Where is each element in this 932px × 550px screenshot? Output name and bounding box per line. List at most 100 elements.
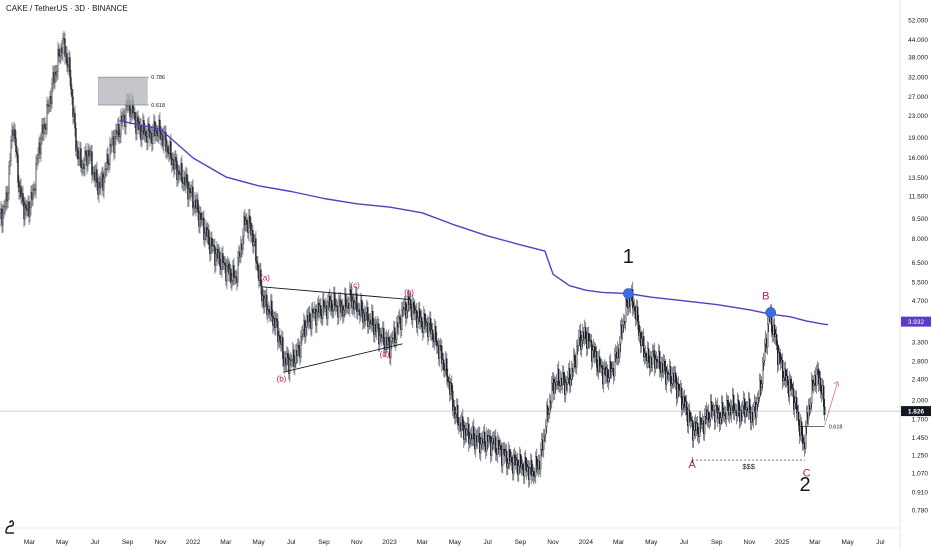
price-candle-body [335,304,337,307]
x-tick-label: Mar [613,539,625,546]
price-candle-body [405,301,407,319]
price-candle-body [350,289,352,295]
price-candle-body [107,154,109,164]
price-candle-body [2,212,4,226]
price-candle-body [130,113,132,117]
x-tick-label: Nov [351,539,363,546]
price-candle-body [578,337,580,346]
price-candle-body [761,383,763,389]
price-candle-body [368,321,370,327]
price-candle-body [100,179,102,189]
price-candle-body [396,322,398,340]
price-candle-body [625,299,627,323]
price-candle-body [361,299,363,311]
price-candle-body [782,360,784,382]
price-candle-body [675,372,677,383]
price-candle-body [125,105,127,128]
price-candle-body [346,305,348,308]
price-candle-body [447,376,449,382]
price-candle-body [74,112,76,129]
price-candle-body [248,215,250,233]
x-tick-label: Jul [876,539,885,546]
y-tick-label: 32.000 [908,74,928,81]
price-candle-body [163,132,165,146]
price-candle-body [103,177,105,191]
y-tick-label: 2.400 [912,376,929,383]
price-candle-body [667,371,669,375]
price-candle-body [533,471,535,477]
price-candle-body [569,368,571,386]
price-candle-body [379,335,381,345]
price-candle-body [11,130,13,141]
price-candle-body [489,435,491,438]
price-candle-body [293,349,295,368]
ma-value-tag-text: 3.932 [908,319,925,326]
price-candle-body [543,436,545,450]
price-candle-body [556,381,558,386]
price-candle-body [585,327,587,340]
price-candle-body [452,390,454,411]
price-candle-body [365,311,367,321]
price-candle-body [16,151,18,155]
price-candle-body [301,333,303,337]
price-candle-body [596,351,598,368]
price-candle-body [727,400,729,404]
price-candle-body [37,154,39,159]
price-candle-body [656,359,658,362]
price-candle-body [242,235,244,250]
price-candle-body [513,454,515,474]
price-candle-body [607,368,609,382]
wave-label: C [803,468,811,480]
price-candle-body [686,401,688,415]
price-candle-body [332,310,334,312]
price-candle-body [268,309,270,312]
x-tick-label: Mar [24,539,36,546]
price-candle-body [531,460,533,477]
price-candle-body [518,465,520,475]
triangle-wave-label: (a) [260,273,270,282]
price-candle-body [717,405,719,419]
x-tick-label: Nov [155,539,167,546]
price-candle-body [48,105,50,107]
price-candle-body [479,433,481,454]
price-candle-body [798,411,800,426]
price-candle-body [222,253,224,264]
price-candle-body [818,368,820,385]
price-candle-body [652,351,654,365]
price-candle-body [215,253,217,266]
y-tick-label: 52.000 [908,18,928,25]
price-candle-body [66,53,68,65]
price-candle-body [417,317,419,328]
tradingview-dino-icon[interactable] [3,519,17,535]
price-candle-body [71,89,73,98]
fib-target-label: 0.618 [829,424,843,430]
price-candle-body [300,336,302,358]
price-candle-body [89,154,91,157]
price-candle-body [193,206,195,209]
price-candle-body [567,378,569,385]
price-candle-body [186,174,188,183]
price-candle-body [444,369,446,371]
pivot-marker [765,307,777,318]
price-candle-body [443,359,445,371]
price-candle-body [240,243,242,257]
price-candle-body [261,285,263,302]
price-candle-body [723,414,725,416]
price-candle-body [577,345,579,348]
triangle-wave-label: (d) [380,350,390,359]
price-candle-body [559,385,561,387]
price-candle-body [156,129,158,134]
price-candle-body [320,305,322,316]
price-candle-body [390,341,392,359]
last-price-tag-text: 1.826 [908,408,925,415]
price-candle-body [808,405,810,419]
price-candle-body [664,360,666,367]
price-candle-body [548,412,550,415]
price-candle-body [626,299,628,302]
price-candle-body [638,321,640,336]
price-candle-body [253,241,255,247]
price-candle-body [486,435,488,452]
price-candle-body [529,467,531,480]
fib-level-label: 0.618 [151,103,165,109]
